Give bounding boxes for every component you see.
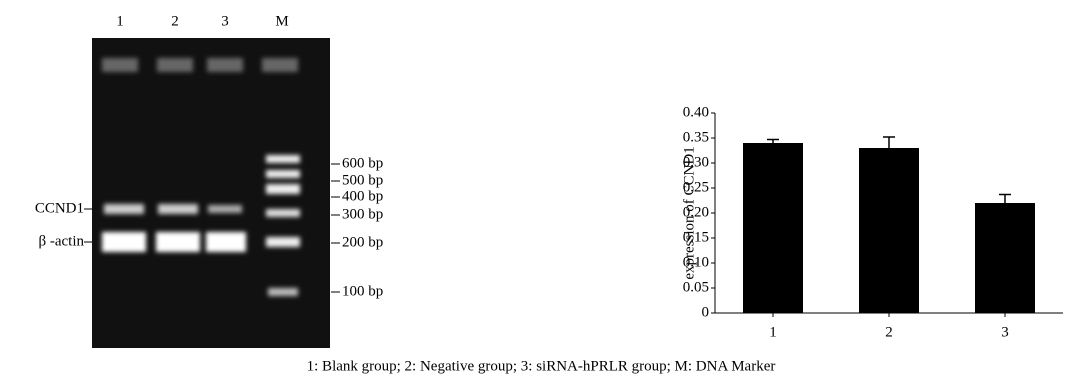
lane-label: 2: [171, 13, 179, 29]
y-tick-label: 0.05: [683, 279, 709, 295]
marker-label: 200 bp: [342, 234, 383, 250]
gel-image: [92, 38, 330, 348]
bar: [975, 203, 1035, 313]
marker-label: 500 bp: [342, 172, 383, 188]
x-tick-label: 1: [769, 324, 777, 340]
marker-label: 100 bp: [342, 283, 383, 299]
y-tick-label: 0.25: [683, 179, 709, 195]
x-tick-label: 3: [1001, 324, 1009, 340]
y-tick-label: 0.20: [683, 204, 709, 220]
figure: 1 2 3 M 600 bp 500 bp 400 bp 300 bp 200 …: [0, 0, 1083, 379]
caption: 1: Blank group; 2: Negative group; 3: si…: [307, 358, 776, 374]
y-tick-label: 0.40: [683, 104, 709, 120]
error-bar: [999, 195, 1011, 204]
y-tick-label: 0.15: [683, 229, 709, 245]
band-label: CCND1: [35, 200, 84, 216]
lane-label: 3: [221, 13, 229, 29]
marker-label: 400 bp: [342, 188, 383, 204]
lane-label: M: [275, 13, 288, 29]
bar: [859, 148, 919, 313]
marker-label: 600 bp: [342, 155, 383, 171]
x-tick-label: 2: [885, 324, 893, 340]
band-label: β -actin: [38, 233, 84, 249]
error-bar: [767, 140, 779, 144]
y-tick-label: 0.35: [683, 129, 709, 145]
y-tick-label: 0.10: [683, 254, 709, 270]
y-tick-label: 0.30: [683, 154, 709, 170]
bar: [743, 143, 803, 313]
y-tick-label: 0: [702, 304, 710, 320]
marker-label: 300 bp: [342, 206, 383, 222]
lane-label: 1: [116, 13, 124, 29]
error-bar: [883, 137, 895, 148]
